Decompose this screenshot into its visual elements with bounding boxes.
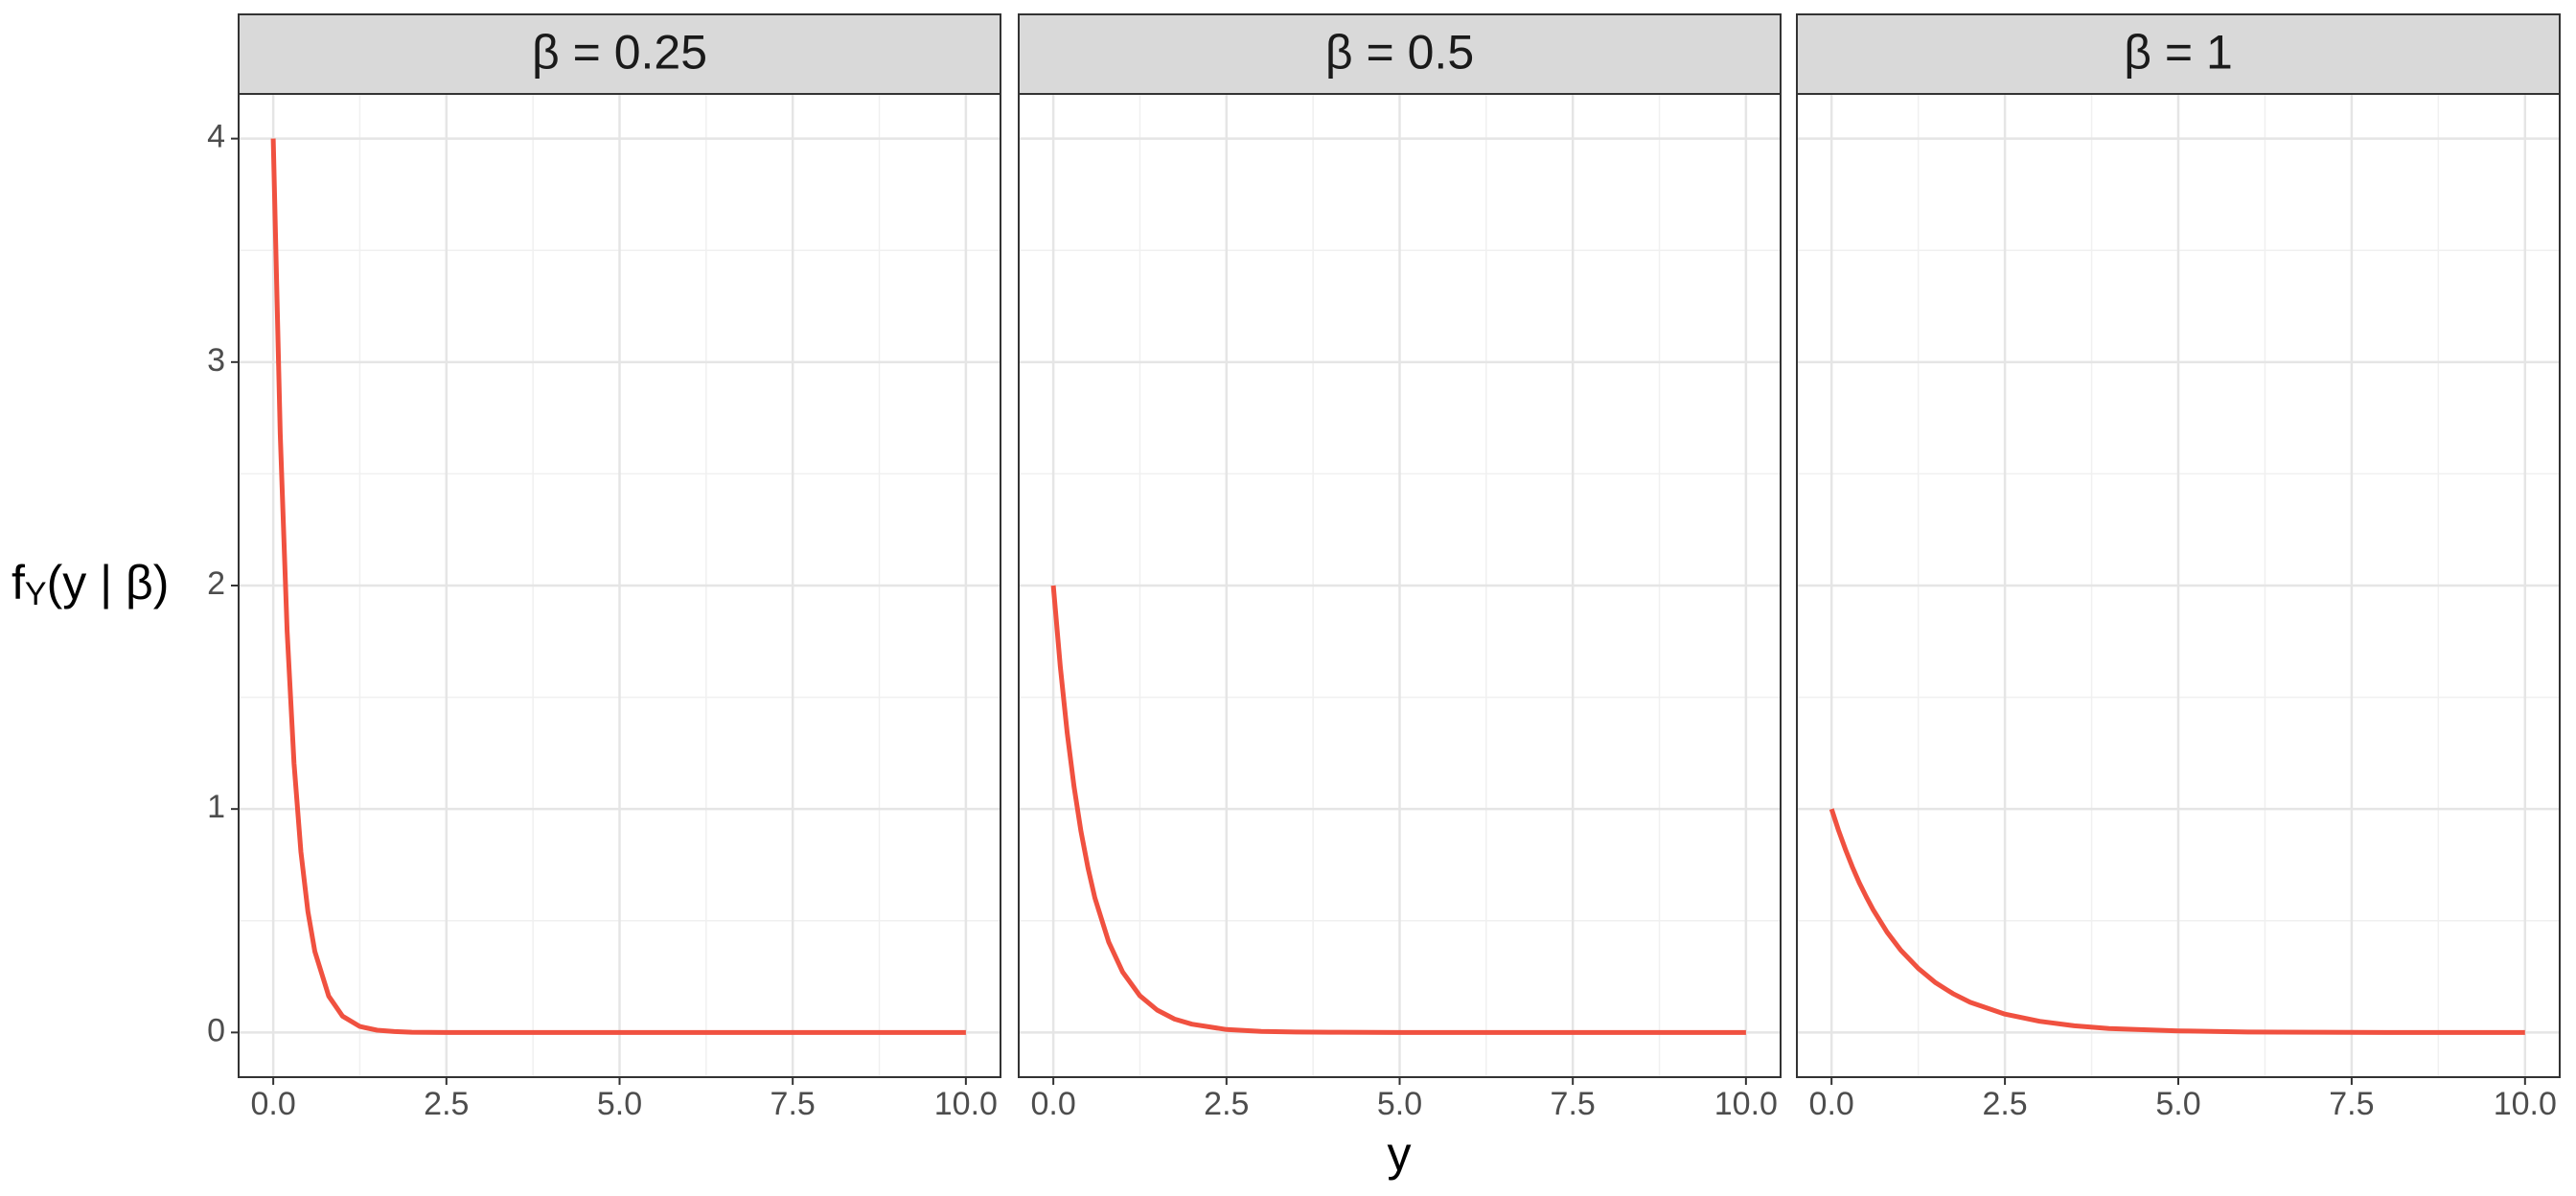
x-tick-label: 7.5 — [2329, 1086, 2374, 1122]
strip — [1796, 13, 2561, 95]
x-axis-title: y — [1388, 1127, 1412, 1181]
strip-title: β = 1 — [2124, 26, 2233, 80]
x-tick-label: 5.0 — [2155, 1086, 2200, 1122]
x-tick-label: 10.0 — [934, 1086, 998, 1122]
x-tick-label: 0.0 — [251, 1086, 296, 1122]
y-tick-label: 3 — [207, 342, 225, 379]
line — [1828, 808, 2525, 1035]
y-axis-title-part: (y | β) — [47, 556, 170, 610]
x-tick-label: 0.0 — [1031, 1086, 1076, 1122]
y-tick-label: 1 — [207, 789, 225, 825]
y-tick-label: 0 — [207, 1012, 225, 1048]
y-tick-label: 4 — [207, 119, 225, 155]
y-axis-title-part: f — [12, 556, 25, 610]
strip-title: β = 0.25 — [532, 26, 707, 80]
x-tick-label: 2.5 — [1982, 1086, 2027, 1122]
x-tick-label: 5.0 — [597, 1086, 642, 1122]
x-tick-label: 7.5 — [1551, 1086, 1596, 1122]
strip-title: β = 0.5 — [1325, 26, 1474, 80]
y-tick-label: 2 — [207, 565, 225, 602]
strip — [238, 13, 1001, 95]
line — [1050, 585, 1746, 1035]
x-tick-label: 10.0 — [2494, 1086, 2557, 1122]
x-tick-label: 2.5 — [1204, 1086, 1249, 1122]
x-tick-label: 7.5 — [770, 1086, 816, 1122]
x-tick-label: 10.0 — [1714, 1086, 1778, 1122]
line — [270, 138, 966, 1035]
x-tick-label: 0.0 — [1809, 1086, 1854, 1122]
strip — [1018, 13, 1782, 95]
x-tick-label: 2.5 — [424, 1086, 469, 1122]
y-axis-title: fY(y | β) — [12, 556, 169, 612]
y-axis-title-sub: Y — [25, 576, 47, 612]
x-tick-label: 5.0 — [1377, 1086, 1422, 1122]
